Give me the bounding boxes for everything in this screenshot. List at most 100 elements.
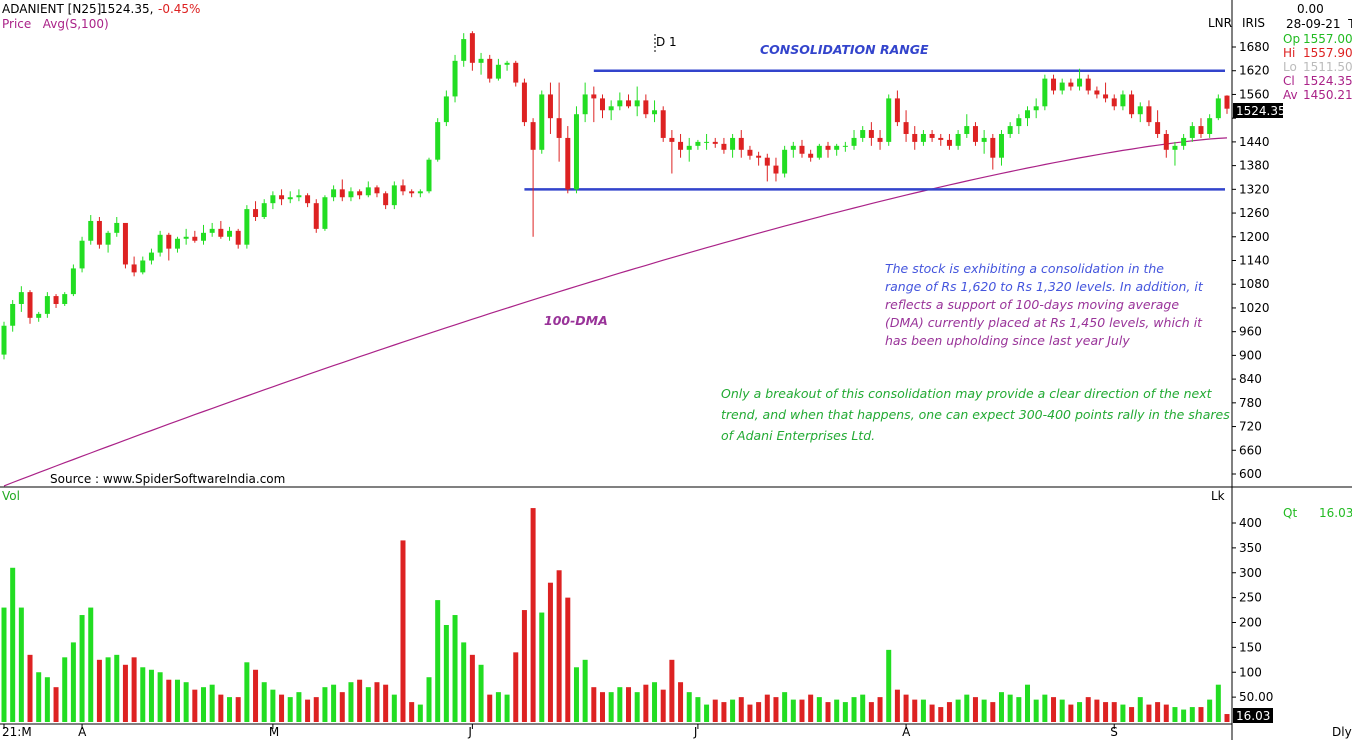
- volume-bar: [539, 612, 545, 722]
- candle-body: [617, 100, 623, 107]
- candle-body: [96, 220, 102, 245]
- volume-bar: [521, 610, 527, 722]
- volume-bar: [296, 692, 302, 722]
- candle-body: [634, 100, 640, 107]
- volume-bar: [990, 702, 996, 722]
- volume-bar: [62, 657, 68, 722]
- volume-bar: [209, 684, 215, 722]
- volume-bar: [1025, 684, 1031, 722]
- volume-bar: [964, 694, 970, 722]
- vol-box-value: 16.03: [1236, 709, 1270, 723]
- volume-tick-label: 400: [1239, 516, 1262, 530]
- candle-body: [1059, 82, 1065, 91]
- time-tick-label: J: [467, 725, 472, 739]
- candle-body: [140, 260, 146, 273]
- volume-bar: [244, 662, 250, 722]
- side-cl-value: 1524.35: [1303, 74, 1352, 88]
- volume-bar: [253, 669, 259, 722]
- candle-body: [487, 58, 493, 79]
- note1-line: The stock is exhibiting a consolidation …: [885, 261, 1164, 276]
- candle-body: [469, 33, 475, 63]
- candle-body: [886, 98, 892, 142]
- candle-body: [1172, 145, 1178, 150]
- volume-bar: [1042, 694, 1048, 722]
- volume-bar: [730, 699, 736, 722]
- note2-line: trend, and when that happens, one can ex…: [721, 407, 1230, 422]
- volume-bar: [1207, 699, 1213, 722]
- candle-body: [495, 64, 501, 79]
- candle-body: [1077, 78, 1083, 87]
- candle-body: [1224, 95, 1230, 109]
- side-hi-label: Hi: [1283, 46, 1295, 60]
- candle-body: [287, 197, 293, 200]
- volume-axis-group: 400 350 300 250 200 150 100 50.00: [1232, 516, 1273, 704]
- candle-body: [70, 268, 76, 295]
- candle-body: [1189, 126, 1195, 138]
- volume-bar: [1094, 699, 1100, 722]
- candle-body: [1111, 98, 1117, 107]
- candle-body: [998, 133, 1004, 158]
- time-tick-label: A: [902, 725, 911, 739]
- volume-bar: [192, 689, 198, 722]
- price-tick-label: 900: [1239, 348, 1262, 362]
- note1-line: has been upholding since last year July: [885, 333, 1130, 348]
- candle-body: [530, 122, 536, 150]
- candle-body: [756, 155, 762, 158]
- candle-body: [1198, 126, 1204, 134]
- volume-bar: [626, 687, 632, 722]
- price-box: [1233, 103, 1283, 118]
- candle-body: [1120, 94, 1126, 107]
- side-qt-label: Qt: [1283, 506, 1297, 520]
- side-op-value: 1557.00: [1303, 32, 1352, 46]
- side-date: 28-09-21 Tu: [1286, 17, 1352, 31]
- candle-body: [1207, 118, 1213, 134]
- price-tick-label: 960: [1239, 325, 1262, 339]
- candle-body: [227, 230, 233, 237]
- candle-body: [417, 191, 423, 194]
- side-value-top: 0.00: [1297, 2, 1324, 16]
- price-tick-label: 660: [1239, 443, 1262, 457]
- volume-bar: [70, 642, 76, 722]
- volume-bar: [183, 682, 189, 722]
- candle-body: [721, 143, 727, 150]
- time-tick-label: J: [693, 725, 698, 739]
- candle-body: [114, 222, 120, 233]
- candle-body: [253, 209, 259, 218]
- volume-bar: [174, 679, 180, 722]
- candle-body: [877, 137, 883, 142]
- candle-body: [1181, 137, 1187, 146]
- volume-bar: [461, 642, 467, 722]
- volume-bar: [547, 582, 553, 722]
- candles-group: [1, 31, 1230, 360]
- candle-body: [157, 234, 163, 253]
- volume-bar: [383, 684, 389, 722]
- volume-bar: [808, 694, 814, 722]
- candle-body: [565, 137, 571, 190]
- candle-body: [435, 122, 441, 160]
- volume-tick-label: 300: [1239, 566, 1262, 580]
- candle-body: [443, 96, 449, 123]
- candle-body: [1129, 94, 1135, 115]
- volume-bar: [166, 679, 172, 722]
- volume-bar: [1077, 702, 1083, 722]
- volume-bar: [825, 702, 831, 722]
- volume-bar: [868, 702, 874, 722]
- candle-body: [652, 110, 658, 115]
- volume-bar: [556, 570, 562, 722]
- volume-bar: [695, 697, 701, 722]
- candle-body: [686, 145, 692, 150]
- volume-bar: [36, 672, 42, 722]
- time-tick-label: A: [78, 725, 87, 739]
- candle-body: [27, 292, 33, 318]
- dma-label: 100-DMA: [544, 313, 608, 328]
- candle-body: [79, 240, 85, 269]
- candle-body: [1042, 78, 1048, 107]
- candle-body: [122, 222, 128, 265]
- candle-body: [36, 313, 42, 318]
- d1-label: D 1: [656, 35, 677, 49]
- volume-bar: [1059, 699, 1065, 722]
- candle-body: [946, 139, 952, 146]
- volume-bar: [929, 704, 935, 722]
- volume-bar: [513, 652, 519, 722]
